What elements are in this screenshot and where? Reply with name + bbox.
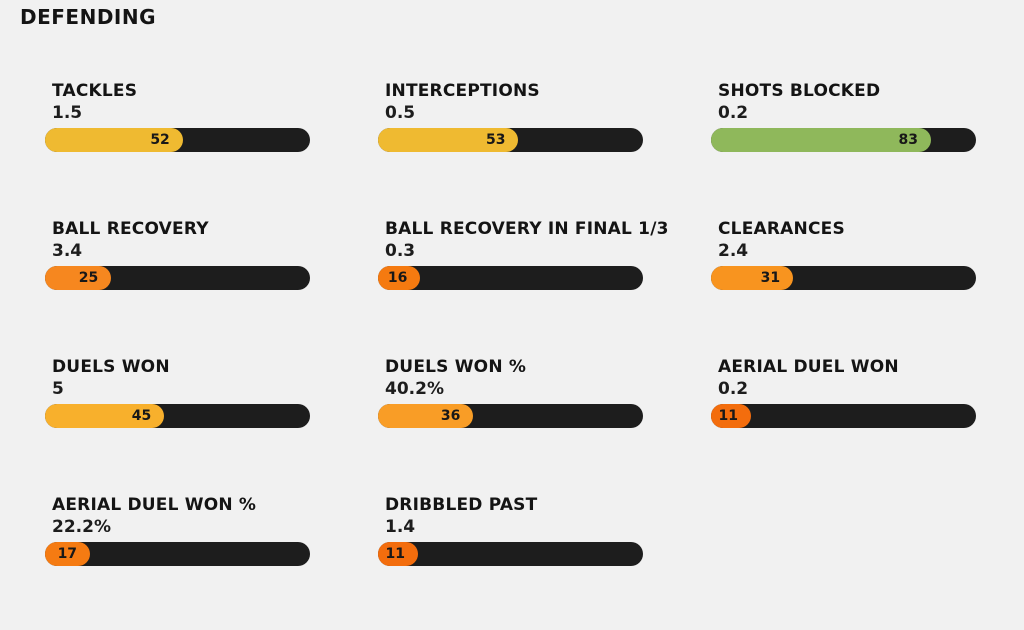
stat-label: DRIBBLED PAST — [385, 495, 538, 515]
stat-card: AERIAL DUEL WON % 22.2% 17 — [45, 494, 310, 566]
percentile-bar-fill: 45 — [45, 404, 165, 428]
stat-value: 22.2% — [52, 517, 111, 537]
stat-card: AERIAL DUEL WON 0.2 11 — [711, 356, 976, 428]
stat-label: TACKLES — [52, 81, 138, 101]
percentile-bar-fill: 31 — [711, 266, 794, 290]
stat-value: 1.4 — [385, 517, 416, 537]
percentile-bar-track: 52 — [45, 128, 310, 152]
stat-label: AERIAL DUEL WON — [718, 357, 899, 377]
percentile-bar-track: 36 — [378, 404, 643, 428]
stat-value: 0.2 — [718, 103, 749, 123]
stat-label: INTERCEPTIONS — [385, 81, 540, 101]
stat-card: DUELS WON 5 45 — [45, 356, 310, 428]
stat-label: DUELS WON — [52, 357, 170, 377]
stat-label: SHOTS BLOCKED — [718, 81, 881, 101]
stat-card: DUELS WON % 40.2% 36 — [378, 356, 643, 428]
stat-label: CLEARANCES — [718, 219, 845, 239]
percentile-bar-track: 53 — [378, 128, 643, 152]
stat-card: BALL RECOVERY 3.4 25 — [45, 218, 310, 290]
percentile-bar-track: 25 — [45, 266, 310, 290]
percentile-bar-fill: 25 — [45, 266, 112, 290]
percentile-bar-fill: 52 — [45, 128, 183, 152]
stat-label: BALL RECOVERY — [52, 219, 209, 239]
stat-label: DUELS WON % — [385, 357, 527, 377]
percentile-value: 25 — [78, 270, 99, 286]
stat-value: 5 — [52, 379, 64, 399]
stat-value: 40.2% — [385, 379, 444, 399]
percentile-bar-fill: 16 — [378, 266, 421, 290]
stat-card: INTERCEPTIONS 0.5 53 — [378, 80, 643, 152]
percentile-value: 16 — [387, 270, 408, 286]
percentile-value: 52 — [150, 132, 170, 148]
stat-card: BALL RECOVERY IN FINAL 1/3 0.3 16 — [378, 218, 669, 290]
percentile-bar-fill: 11 — [711, 404, 751, 428]
percentile-bar-fill: 83 — [711, 128, 931, 152]
percentile-bar-fill: 11 — [378, 542, 418, 566]
stat-label: BALL RECOVERY IN FINAL 1/3 — [385, 219, 669, 239]
percentile-value: 83 — [898, 132, 918, 148]
stats-grid: TACKLES 1.5 52 INTERCEPTIONS 0.5 53 SHOT… — [45, 80, 976, 566]
stat-card: CLEARANCES 2.4 31 — [711, 218, 976, 290]
stat-value: 0.5 — [385, 103, 416, 123]
stat-card: SHOTS BLOCKED 0.2 83 — [711, 80, 976, 152]
percentile-bar-track: 31 — [711, 266, 976, 290]
percentile-bar-track: 83 — [711, 128, 976, 152]
stat-value: 3.4 — [52, 241, 83, 261]
percentile-bar-fill: 53 — [378, 128, 519, 152]
percentile-value: 53 — [485, 132, 506, 148]
percentile-value: 45 — [131, 408, 152, 424]
percentile-value: 36 — [440, 408, 461, 424]
percentile-value: 11 — [718, 408, 738, 424]
percentile-bar-track: 11 — [378, 542, 643, 566]
percentile-bar-fill: 36 — [378, 404, 474, 428]
stat-value: 0.3 — [385, 241, 416, 261]
percentile-bar-track: 16 — [378, 266, 643, 290]
percentile-value: 17 — [57, 546, 78, 562]
stat-value: 2.4 — [718, 241, 749, 261]
percentile-bar-track: 45 — [45, 404, 310, 428]
stat-card: DRIBBLED PAST 1.4 11 — [378, 494, 643, 566]
stat-value: 1.5 — [52, 103, 83, 123]
percentile-bar-fill: 17 — [45, 542, 91, 566]
stat-label: AERIAL DUEL WON % — [52, 495, 257, 515]
percentile-value: 11 — [385, 546, 405, 562]
percentile-bar-track: 11 — [711, 404, 976, 428]
section-title: DEFENDING — [20, 5, 157, 29]
stat-card: TACKLES 1.5 52 — [45, 80, 310, 152]
stat-value: 0.2 — [718, 379, 749, 399]
percentile-value: 31 — [760, 270, 781, 286]
percentile-bar-track: 17 — [45, 542, 310, 566]
